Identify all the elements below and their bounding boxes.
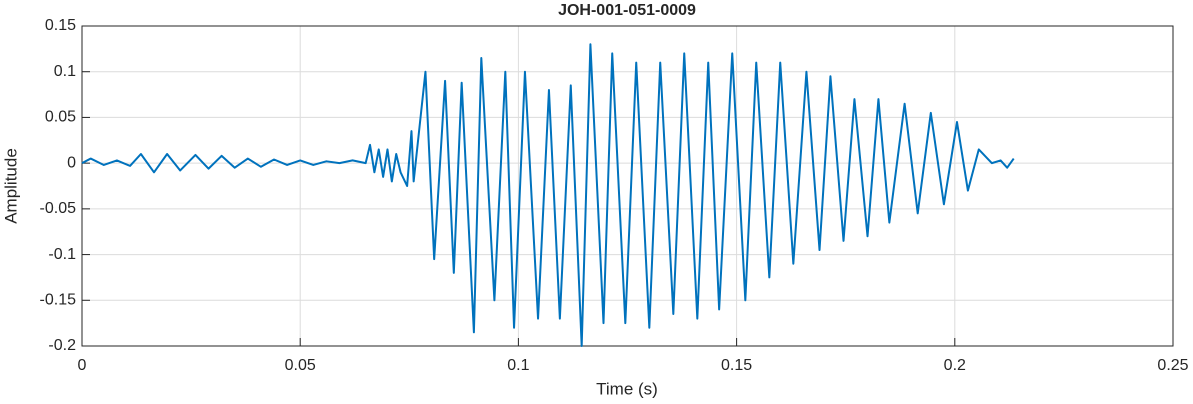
x-tick-label: 0.05 bbox=[285, 357, 316, 374]
x-tick-label: 0.15 bbox=[721, 357, 752, 374]
y-axis-label: Amplitude bbox=[1, 148, 20, 224]
chart-title: JOH-001-051-0009 bbox=[558, 2, 696, 19]
y-tick-label: -0.05 bbox=[40, 200, 77, 217]
x-tick-label: 0 bbox=[78, 357, 87, 374]
waveform-line bbox=[81, 43, 1015, 347]
y-tick-label: 0.15 bbox=[45, 17, 76, 34]
y-tick-label: 0.1 bbox=[54, 63, 76, 80]
x-tick-label: 0.25 bbox=[1157, 357, 1188, 374]
x-tick-label: 0.1 bbox=[507, 357, 529, 374]
y-tick-label: -0.2 bbox=[48, 337, 76, 354]
x-axis-label: Time (s) bbox=[596, 379, 658, 398]
plot-frame bbox=[81, 25, 1174, 347]
y-tick-label: 0.05 bbox=[45, 109, 76, 126]
y-tick-label: -0.15 bbox=[40, 292, 77, 309]
x-tick-label: 0.2 bbox=[944, 357, 966, 374]
y-tick-label: 0 bbox=[67, 154, 76, 171]
y-tick-label: -0.1 bbox=[48, 246, 76, 263]
